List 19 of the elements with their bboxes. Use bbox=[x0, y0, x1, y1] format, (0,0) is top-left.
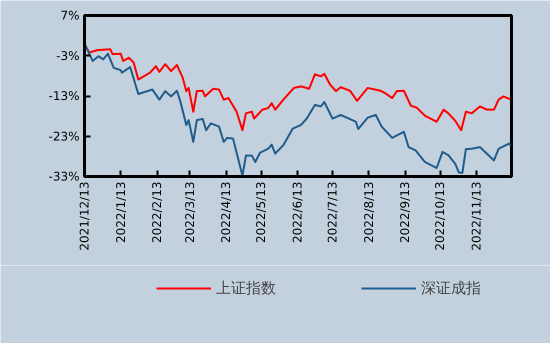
x-tick-label: 2022/3/13 bbox=[182, 182, 197, 244]
x-tick-label: 2022/9/13 bbox=[398, 182, 412, 244]
y-tick-label: 7% bbox=[60, 8, 80, 22]
y-tick-label: -23% bbox=[48, 129, 80, 144]
y-tick-label: -13% bbox=[48, 89, 80, 103]
x-tick-label: 2022/1/13 bbox=[114, 182, 128, 244]
x-tick-label: 2022/7/13 bbox=[326, 182, 340, 244]
x-tick-label: 2022/5/13 bbox=[254, 182, 268, 244]
x-tick-label: 2022/4/13 bbox=[219, 182, 234, 244]
y-tick-label: -3% bbox=[56, 48, 80, 63]
x-tick-label: 2022/2/13 bbox=[150, 182, 164, 244]
x-tick-label: 2022/11/13 bbox=[469, 181, 484, 251]
legend-label: 上证指数 bbox=[216, 278, 276, 298]
x-tick-label: 2022/6/13 bbox=[290, 182, 304, 244]
x-tick-label: 2022/8/13 bbox=[362, 182, 376, 244]
x-tick-label: 2022/10/13 bbox=[433, 181, 448, 251]
x-tick-label: 2021/12/13 bbox=[78, 181, 92, 251]
legend-label: 深证成指 bbox=[421, 278, 481, 298]
y-tick-label: -33% bbox=[48, 170, 80, 184]
